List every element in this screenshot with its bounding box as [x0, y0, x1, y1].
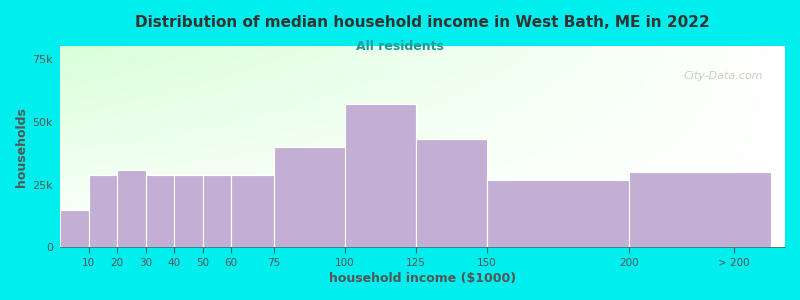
Text: All residents: All residents	[356, 40, 444, 53]
Text: City-Data.com: City-Data.com	[684, 70, 763, 81]
Bar	[202, 175, 231, 248]
Bar	[174, 175, 202, 248]
Bar	[486, 180, 629, 248]
Bar	[345, 104, 416, 248]
Bar	[231, 175, 274, 248]
Bar	[629, 172, 770, 248]
X-axis label: household income ($1000): household income ($1000)	[329, 272, 516, 285]
Title: Distribution of median household income in West Bath, ME in 2022: Distribution of median household income …	[135, 15, 710, 30]
Bar	[118, 169, 146, 247]
Bar	[89, 175, 118, 248]
Bar	[416, 140, 486, 248]
Bar	[146, 175, 174, 248]
Y-axis label: households: households	[15, 107, 28, 187]
Bar	[274, 147, 345, 248]
Bar	[61, 210, 89, 248]
